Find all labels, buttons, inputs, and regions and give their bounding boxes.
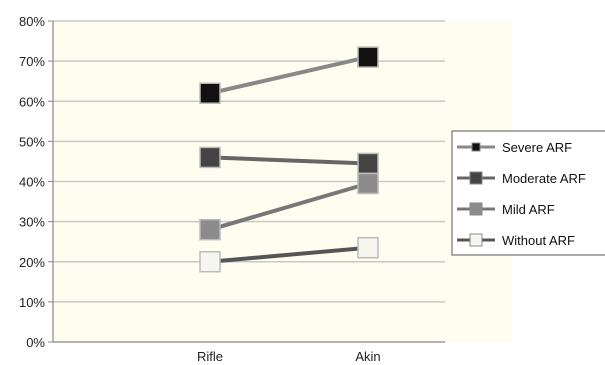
series-line [209, 245, 369, 264]
x-tick-label: Akin [355, 349, 380, 364]
data-point [357, 46, 379, 68]
data-point [357, 152, 379, 175]
data-point [357, 172, 379, 195]
y-tick-label: 80% [19, 14, 45, 29]
legend-label: Mild ARF [502, 202, 555, 217]
data-point [199, 251, 221, 273]
series-line [209, 181, 369, 232]
legend-marker [469, 233, 483, 247]
data-point [199, 146, 221, 169]
x-axis-ticks: Rifle Akin [197, 349, 381, 364]
legend-marker [469, 202, 483, 216]
legend-label: Severe ARF [502, 140, 572, 155]
legend-item: Moderate ARF [457, 171, 586, 186]
y-tick-label: 40% [19, 175, 45, 190]
legend-item: Mild ARF [457, 202, 555, 217]
y-tick-label: 20% [19, 255, 45, 270]
legend: Severe ARF Moderate ARF Mild ARF Without AR… [451, 130, 605, 256]
legend-marker [469, 171, 483, 185]
data-point [199, 82, 221, 104]
y-tick-label: 70% [19, 54, 45, 69]
data-series [199, 46, 379, 273]
gridlines [53, 20, 445, 303]
series-markers [199, 46, 379, 273]
legend-item: Without ARF [457, 233, 575, 248]
series-line [209, 155, 369, 166]
y-axis-ticks: 0% 10% 20% 30% 40% 50% 60% 70% 80% [19, 14, 53, 350]
y-tick-label: 30% [19, 215, 45, 230]
legend-marker [471, 142, 481, 152]
x-tick-label: Rifle [197, 349, 223, 364]
data-point [199, 218, 221, 241]
y-tick-label: 0% [26, 335, 45, 350]
series-lines [209, 55, 369, 264]
data-point [357, 236, 379, 259]
series-line [209, 55, 369, 96]
legend-item: Severe ARF [457, 140, 572, 155]
y-tick-label: 10% [19, 295, 45, 310]
y-tick-label: 60% [19, 94, 45, 109]
y-tick-label: 50% [19, 134, 45, 149]
legend-label: Moderate ARF [502, 171, 586, 186]
legend-label: Without ARF [502, 233, 575, 248]
